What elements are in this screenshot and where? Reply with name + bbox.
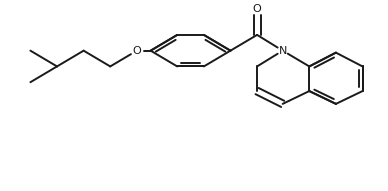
Text: O: O bbox=[253, 4, 262, 14]
Text: N: N bbox=[279, 46, 287, 56]
Text: O: O bbox=[132, 46, 141, 56]
